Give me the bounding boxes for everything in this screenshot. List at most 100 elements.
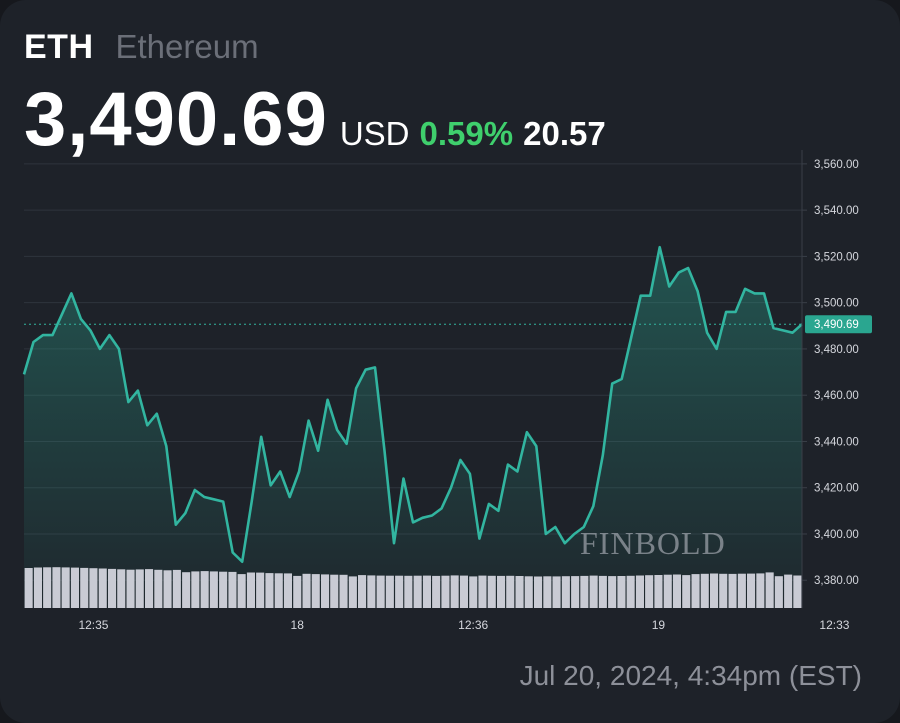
volume-bar — [246, 572, 255, 608]
y-tick-label: 3,380.00 — [814, 575, 859, 587]
volume-bar — [89, 568, 98, 608]
volume-bar — [191, 571, 200, 608]
volume-bar — [793, 575, 802, 608]
volume-bar — [617, 576, 626, 608]
current-price: 3,490.69 — [24, 77, 328, 162]
volume-bar — [459, 575, 468, 608]
volume-bar — [784, 574, 793, 608]
y-tick-label: 3,440.00 — [814, 436, 859, 448]
volume-bar — [534, 576, 543, 608]
volume-bar — [580, 575, 589, 608]
volume-bar — [395, 575, 404, 608]
volume-bar — [339, 574, 348, 608]
volume-bar — [117, 569, 126, 608]
price-row: 3,490.69 USD 0.59% 20.57 — [24, 76, 606, 163]
volume-bar — [497, 575, 506, 608]
asset-name: Ethereum — [115, 28, 259, 65]
volume-bar — [710, 573, 719, 608]
volume-bar — [728, 573, 737, 608]
price-line-group — [22, 245, 803, 564]
volume-bar — [487, 575, 496, 608]
volume-bar — [200, 571, 209, 608]
volume-bar — [145, 569, 154, 608]
volume-bar — [765, 572, 774, 608]
asset-header: ETH Ethereum — [24, 28, 259, 67]
volume-bar — [515, 576, 524, 608]
y-tick-label: 3,480.00 — [814, 344, 859, 356]
volume-bar — [700, 573, 709, 608]
volume-bar — [376, 575, 385, 608]
volume-bar — [626, 575, 635, 608]
watermark-logo: FINBOLD — [580, 525, 726, 561]
volume-bar — [330, 574, 339, 608]
volume-bar — [441, 575, 450, 608]
volume-bar — [737, 573, 746, 608]
volume-bars — [24, 567, 802, 608]
x-tick-label: 18 — [291, 618, 305, 632]
x-tick-label: 12:33 — [819, 618, 849, 632]
volume-bar — [348, 576, 357, 608]
volume-bar — [608, 576, 617, 608]
last-price-tag-label: 3,490.69 — [814, 319, 859, 331]
volume-bar — [182, 572, 191, 608]
volume-bar — [469, 576, 478, 608]
volume-bar — [24, 568, 33, 608]
price-area — [24, 247, 802, 608]
last-price-tag: 3,490.69 — [805, 315, 872, 334]
volume-bar — [691, 574, 700, 608]
volume-bar — [506, 575, 515, 608]
currency-label: USD — [339, 115, 410, 152]
volume-bar — [432, 575, 441, 608]
volume-bar — [80, 567, 89, 608]
volume-bar — [543, 576, 552, 608]
y-tick-label: 3,460.00 — [814, 390, 859, 402]
volume-bar — [256, 572, 265, 608]
volume-bar — [747, 573, 756, 608]
area-fill — [24, 247, 802, 608]
volume-bar — [422, 575, 431, 608]
volume-bar — [385, 575, 394, 608]
volume-bar — [154, 569, 163, 608]
volume-bar — [274, 573, 283, 608]
volume-bar — [172, 569, 181, 608]
y-axis: 3,380.00 3,400.00 3,420.00 3,440.00 3,460.00… — [801, 150, 859, 608]
volume-bar — [413, 575, 422, 608]
watermark-group: FINBOLD — [580, 525, 726, 561]
y-tick-label: 3,540.00 — [814, 205, 859, 217]
volume-bar — [682, 575, 691, 608]
volume-bar — [293, 575, 302, 608]
last-price-tag-bg — [805, 315, 872, 334]
volume-bar — [358, 575, 367, 608]
volume-bar — [571, 576, 580, 608]
volume-bar — [450, 575, 459, 608]
volume-bar — [478, 575, 487, 608]
volume-bar — [774, 576, 783, 608]
change-percent: 0.59% — [419, 115, 514, 152]
volume-bar — [108, 568, 117, 608]
x-tick-label: 19 — [652, 618, 666, 632]
volume-bar — [672, 574, 681, 608]
volume-bar — [219, 571, 228, 608]
symbol-row: ETH Ethereum — [24, 28, 259, 67]
volume-bar — [126, 569, 135, 608]
volume-bar — [52, 567, 61, 608]
volume-bar — [404, 575, 413, 608]
y-tick-label: 3,500.00 — [814, 298, 859, 310]
ticker-symbol: ETH — [24, 28, 94, 66]
volume-bar — [228, 571, 237, 608]
volume-bar — [635, 575, 644, 608]
volume-bar — [719, 573, 728, 608]
volume-bar — [98, 568, 107, 608]
volume-bar — [561, 576, 570, 608]
volume-bar — [589, 575, 598, 608]
change-absolute: 20.57 — [523, 115, 606, 152]
volume-bar — [302, 573, 311, 608]
volume-bar — [70, 567, 79, 608]
volume-bar — [163, 570, 172, 608]
volume-bar — [367, 575, 376, 608]
volume-bar — [237, 574, 246, 608]
timestamp: Jul 20, 2024, 4:34pm (EST) — [519, 660, 862, 691]
volume-bar — [283, 573, 292, 608]
